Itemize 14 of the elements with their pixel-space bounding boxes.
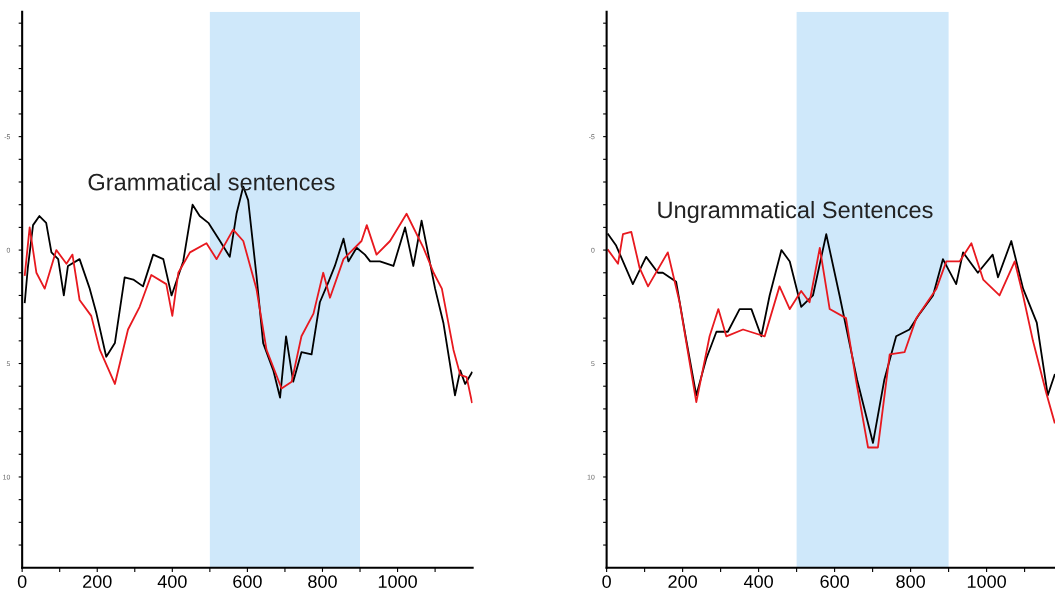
x-tick-label: 0 (17, 575, 27, 588)
x-tick-label: 0 (602, 575, 611, 588)
x-tick-label: 400 (157, 575, 187, 588)
x-tick-label: 600 (820, 575, 849, 588)
x-tick-label: 1000 (378, 575, 417, 588)
text: Grammatical sentences (88, 173, 335, 191)
text: Ungrammatical Sentences (658, 200, 933, 223)
x-tick-label: 200 (668, 575, 697, 588)
x-tick-label: 800 (896, 575, 925, 588)
x-tick-label: 200 (83, 575, 112, 588)
x-tick-label: 400 (743, 575, 773, 588)
x-tick-label: 800 (308, 575, 337, 588)
x-tick-label: 1000 (967, 575, 1006, 588)
x-tick-label: 600 (233, 575, 262, 588)
